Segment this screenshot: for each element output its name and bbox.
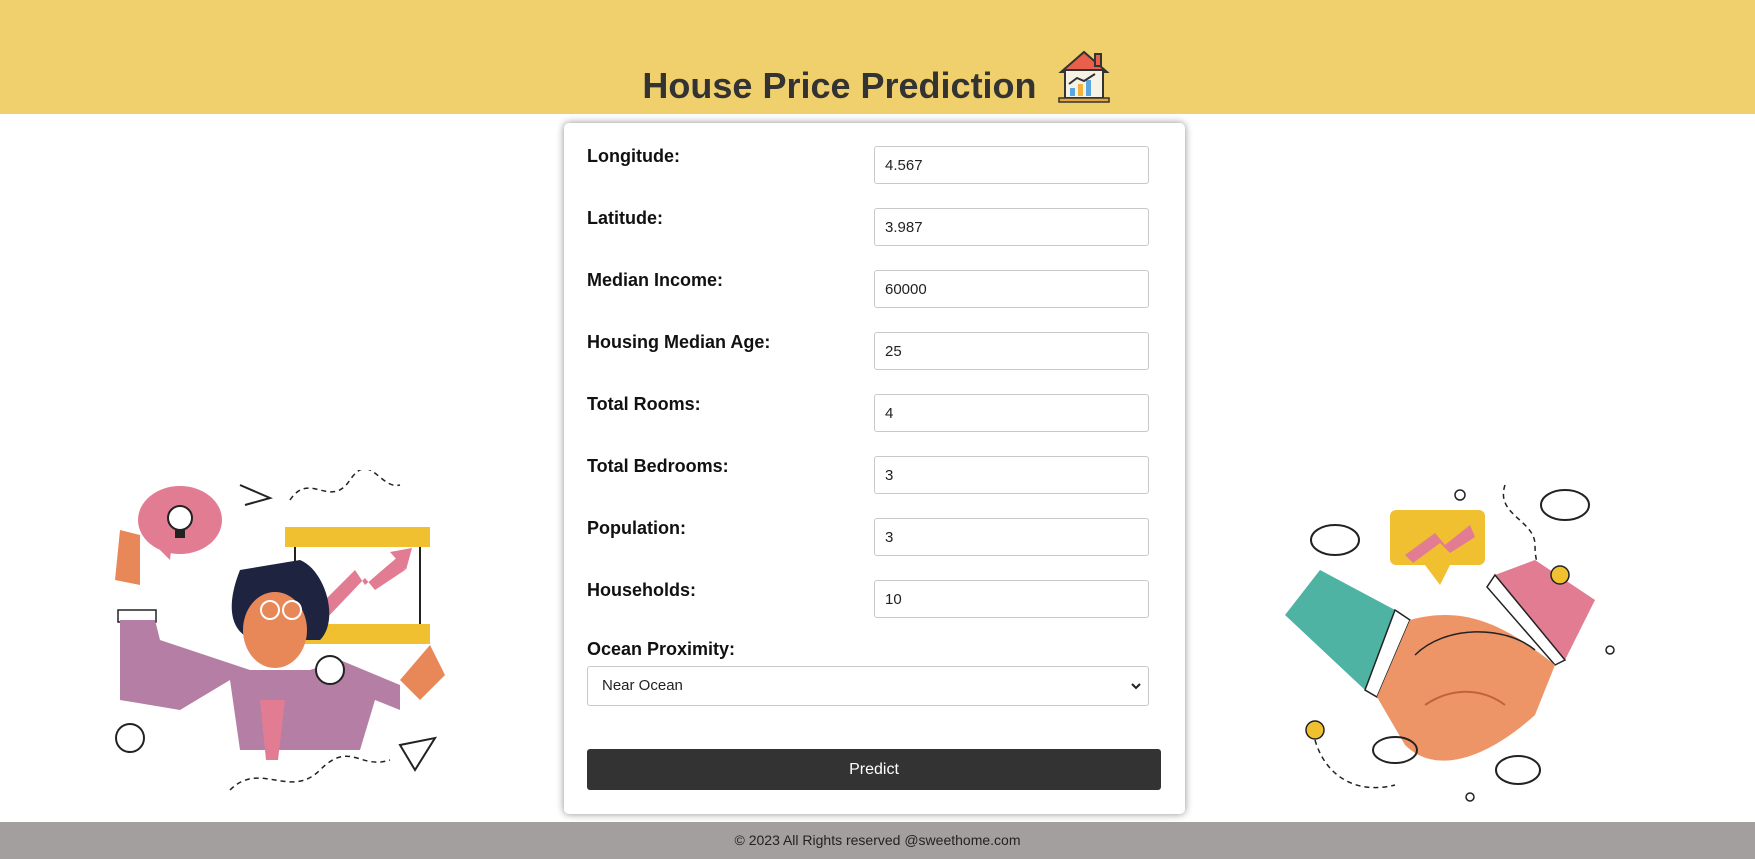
handshake-illustration — [1285, 484, 1615, 802]
footer-bar: © 2023 All Rights reserved @sweethome.co… — [0, 822, 1755, 859]
latitude-label: Latitude: — [587, 208, 663, 228]
total-bedrooms-input[interactable] — [874, 456, 1149, 494]
total-rooms-input[interactable] — [874, 394, 1149, 432]
longitude-label: Longitude: — [587, 146, 680, 166]
housing-median-age-input[interactable] — [874, 332, 1149, 370]
predict-button[interactable]: Predict — [587, 749, 1161, 790]
ocean-proximity-selected: Near Ocean — [602, 677, 683, 694]
page-title: House Price Prediction — [642, 65, 1037, 106]
businessman-growth-illustration — [115, 470, 445, 791]
households-label: Households: — [587, 580, 697, 600]
footer-copyright: © 2023 All Rights reserved @sweethome.co… — [734, 832, 1021, 848]
median-income-input[interactable] — [874, 270, 1149, 308]
median-income-label: Median Income: — [587, 270, 724, 290]
housing-median-age-label: Housing Median Age: — [587, 332, 771, 352]
prediction-form-card: Longitude: Latitude: Median Income: Hous… — [564, 123, 1185, 814]
page-title-wrap: House Price Prediction — [0, 46, 1755, 110]
total-rooms-label: Total Rooms: — [587, 394, 701, 414]
header-bar: House Price Prediction — [0, 0, 1755, 114]
households-input[interactable] — [874, 580, 1149, 618]
total-bedrooms-label: Total Bedrooms: — [587, 456, 729, 476]
chevron-down-icon — [1131, 683, 1141, 690]
latitude-input[interactable] — [874, 208, 1149, 246]
house-chart-icon — [1057, 50, 1110, 103]
ocean-proximity-select[interactable]: Near Ocean — [587, 666, 1149, 706]
population-label: Population: — [587, 518, 686, 538]
longitude-input[interactable] — [874, 146, 1149, 184]
population-input[interactable] — [874, 518, 1149, 556]
ocean-proximity-label: Ocean Proximity: — [587, 639, 736, 659]
